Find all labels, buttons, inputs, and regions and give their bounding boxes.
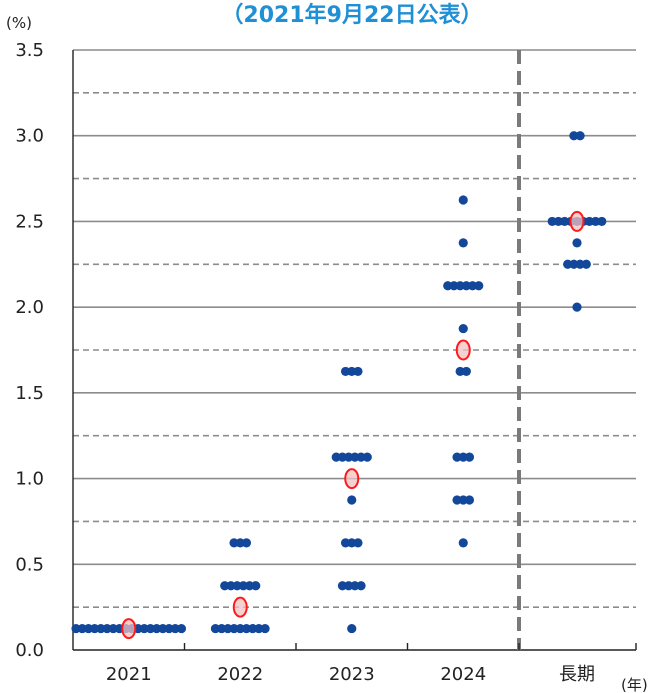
dot-2023 [356, 581, 366, 591]
dot-2023 [353, 538, 363, 548]
dot-2024 [458, 195, 468, 205]
x-tick-label-long-run: 長期 [559, 664, 595, 685]
dot-long-run [572, 302, 582, 312]
y-tick-label: 0.5 [15, 554, 44, 575]
y-tick-label: 1.0 [15, 469, 44, 490]
median-marker-2023 [344, 468, 360, 490]
x-tick-label-2021: 2021 [106, 664, 152, 685]
dot-2023 [347, 623, 357, 634]
dot-2022 [241, 538, 252, 548]
dot-2022 [260, 623, 270, 634]
projection-dots [71, 131, 607, 634]
gridlines [73, 49, 636, 608]
dot-2023 [362, 452, 372, 462]
dot-2022 [251, 581, 261, 591]
dot-2024 [458, 323, 468, 334]
dot-long-run [597, 216, 607, 227]
dot-2024 [458, 538, 468, 548]
dot-long-run [572, 238, 582, 248]
y-tick-label: 1.5 [15, 383, 44, 404]
y-axis-unit: (%) [6, 14, 32, 32]
y-tick-label: 3.0 [15, 126, 44, 147]
median-marker-long-run [569, 210, 585, 232]
y-tick-label: 0.0 [15, 640, 44, 661]
x-axis-unit: (年) [621, 676, 648, 693]
axes [72, 50, 637, 651]
y-tick-label: 2.5 [15, 211, 44, 232]
x-tick-label-2023: 2023 [329, 664, 375, 685]
dot-2024 [461, 366, 471, 377]
dot-2024 [458, 238, 468, 248]
y-tick-label: 2.0 [15, 297, 44, 318]
dot-2024 [464, 452, 475, 462]
y-tick-labels: 0.0 0.5 1.0 1.5 2.0 2.5 3.0 3.5 [15, 40, 44, 661]
dot-2024 [464, 495, 475, 505]
dot-long-run [575, 131, 585, 141]
median-marker-2021 [121, 618, 137, 640]
dot-2024 [474, 281, 484, 291]
dot-2021 [176, 623, 187, 634]
x-tick-label-2024: 2024 [440, 664, 486, 685]
median-markers [121, 210, 585, 640]
y-tick-label: 3.5 [15, 40, 44, 61]
median-marker-2024 [455, 339, 471, 361]
x-tick-labels: 2021 2022 2023 2024 長期 [106, 664, 595, 685]
dot-2023 [353, 366, 363, 377]
median-marker-2022 [232, 596, 248, 618]
x-tick-label-2022: 2022 [217, 664, 263, 685]
dot-2023 [347, 495, 357, 505]
chart-title: （2021年9月22日公表） [221, 2, 482, 28]
dot-long-run [581, 259, 591, 269]
